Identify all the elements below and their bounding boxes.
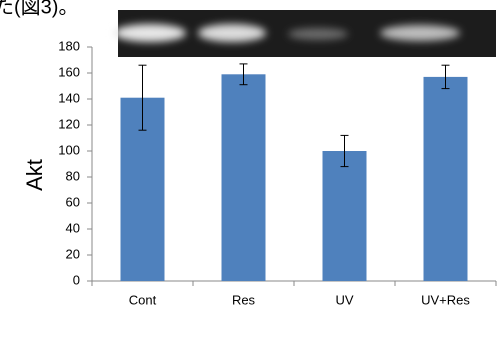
x-tick-label: UV+Res xyxy=(421,292,470,307)
y-tick-label: 160 xyxy=(58,64,80,79)
y-tick-label: 100 xyxy=(58,142,80,157)
y-tick-label: 60 xyxy=(66,194,80,209)
y-tick-label: 180 xyxy=(58,38,80,53)
y-axis-label: Akt xyxy=(22,159,47,191)
x-tick-label: UV xyxy=(335,292,353,307)
caption-fragment: た(図3)。 xyxy=(0,0,78,18)
blot-image xyxy=(114,10,496,57)
y-tick-label: 0 xyxy=(73,272,80,287)
y-tick-label: 80 xyxy=(66,168,80,183)
bar xyxy=(222,74,266,281)
x-tick-label: Cont xyxy=(129,292,157,307)
y-tick-label: 20 xyxy=(66,246,80,261)
chart: た(図3)。 Akt 0 20 40 60 80 100 120 140 160 180 Cont R… xyxy=(0,0,499,338)
bar xyxy=(424,77,468,281)
bar xyxy=(323,151,367,281)
y-tick-label: 120 xyxy=(58,116,80,131)
x-tick-label: Res xyxy=(232,292,256,307)
y-tick-label: 140 xyxy=(58,90,80,105)
y-tick-label: 40 xyxy=(66,220,80,235)
